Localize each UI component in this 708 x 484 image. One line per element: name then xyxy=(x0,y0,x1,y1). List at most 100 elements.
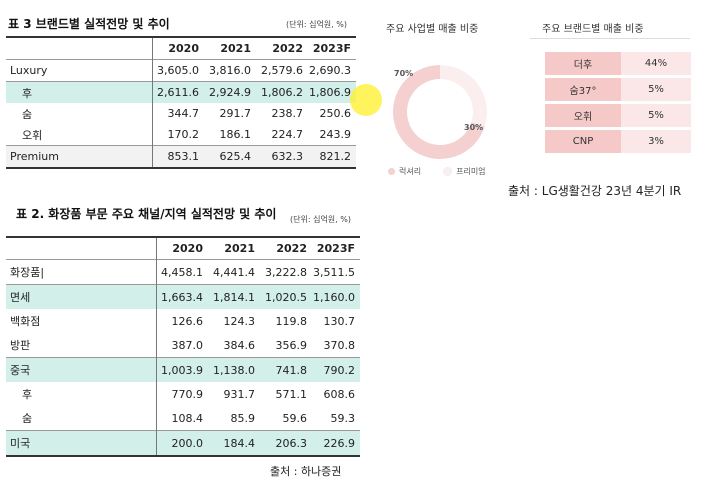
cell: 387.0 xyxy=(155,333,208,358)
cell: 126.6 xyxy=(155,309,208,333)
cell: 3,605.0 xyxy=(151,59,204,82)
cell: 108.4 xyxy=(155,406,208,431)
table-row: 화장품| 4,458.1 4,441.4 3,222.8 3,511.5 xyxy=(6,259,360,285)
cell: 821.2 xyxy=(308,145,356,169)
brand-share-title: 주요 브랜드별 매출 비중 xyxy=(542,24,644,35)
cell: 186.1 xyxy=(219,128,252,141)
source-hana: 출처 : 하나증권 xyxy=(270,465,342,478)
cell: 59.3 xyxy=(330,411,356,425)
header-blank xyxy=(6,36,152,60)
cell: 853.1 xyxy=(151,145,204,169)
row-label: Luxury xyxy=(6,59,152,82)
cell: 1,003.9 xyxy=(155,357,208,382)
cell: 3,222.8 xyxy=(260,259,312,285)
table-row: 더후 44% xyxy=(545,52,691,75)
cell: 291.7 xyxy=(219,107,252,120)
cell: 226.9 xyxy=(312,430,360,457)
donut-label-luxury: 70% xyxy=(394,69,413,78)
table-row: 오휘 170.2 186.1 224.7 243.9 xyxy=(6,124,356,146)
table-row: 후 2,611.6 2,924.9 1,806.2 1,806.9 xyxy=(6,81,356,103)
brand-name: 오휘 xyxy=(545,104,621,127)
row-label: 방판 xyxy=(10,339,31,352)
header-year: 2023F xyxy=(312,236,360,260)
table-row: 오휘 5% xyxy=(545,104,691,127)
row-label: Premium xyxy=(6,145,152,169)
cell: 2,690.3 xyxy=(308,59,356,82)
table-row: 방판 387.0 384.6 356.9 370.8 xyxy=(6,333,360,358)
legend: 럭셔리 프리미엄 xyxy=(388,166,486,177)
donut-slice-luxury xyxy=(392,65,485,159)
cell: 243.9 xyxy=(319,128,352,141)
table-row: 중국 1,003.9 1,138.0 741.8 790.2 xyxy=(6,357,360,382)
table1-unit: (단위: 십억원, %) xyxy=(286,20,347,29)
row-label: 오휘 xyxy=(22,128,43,142)
cell: 384.6 xyxy=(223,338,256,352)
table-row: 숨 344.7 291.7 238.7 250.6 xyxy=(6,103,356,124)
table2-unit: (단위: 십억원, %) xyxy=(290,215,351,224)
cell: 790.2 xyxy=(312,357,360,382)
cell: 1,020.5 xyxy=(260,284,312,309)
row-label: 화장품| xyxy=(6,259,156,285)
cell: 130.7 xyxy=(323,314,356,328)
row-label: 미국 xyxy=(6,430,156,457)
cell: 119.8 xyxy=(275,314,308,328)
brand-forecast-table: 2020 2021 2022 2023F Luxury 3,605.0 3,81… xyxy=(6,36,356,169)
table-header-row: 2020 2021 2022 2023F xyxy=(6,236,360,260)
business-share-donut: 70% 30% xyxy=(392,65,487,159)
table-row: 백화점 126.6 124.3 119.8 130.7 xyxy=(6,309,360,333)
row-label: 백화점 xyxy=(10,315,41,328)
row-label: 중국 xyxy=(6,357,156,382)
brand-share-table: 더후 44% 숨37° 5% 오휘 5% CNP 3% xyxy=(545,49,691,156)
cell: 931.7 xyxy=(223,387,256,401)
cell: 200.0 xyxy=(155,430,208,457)
cell: 1,160.0 xyxy=(312,284,360,309)
table1-title: 표 3 브랜드별 실적전망 및 추이 xyxy=(8,17,170,31)
cell: 206.3 xyxy=(260,430,312,457)
header-year: 2021 xyxy=(208,236,260,260)
cell: 85.9 xyxy=(230,411,256,425)
cell: 632.3 xyxy=(256,145,308,169)
brand-name: CNP xyxy=(545,130,621,153)
brand-pct: 5% xyxy=(621,104,691,127)
header-year: 2020 xyxy=(151,36,204,60)
cell: 370.8 xyxy=(323,338,356,352)
cell: 184.4 xyxy=(208,430,260,457)
header-year: 2022 xyxy=(260,236,312,260)
header-year: 2023F xyxy=(308,36,356,60)
cell: 4,458.1 xyxy=(155,259,208,285)
brand-pct: 3% xyxy=(621,130,691,153)
cell: 1,806.9 xyxy=(308,81,356,103)
cell: 1,138.0 xyxy=(208,357,260,382)
donut-label-premium: 30% xyxy=(464,123,483,132)
cursor-highlight xyxy=(350,84,382,116)
cell: 741.8 xyxy=(260,357,312,382)
row-label: 면세 xyxy=(6,284,156,309)
cell: 571.1 xyxy=(275,387,308,401)
cell: 250.6 xyxy=(319,107,352,120)
row-label: 후 xyxy=(6,81,152,103)
cell: 3,511.5 xyxy=(312,259,360,285)
row-label: 후 xyxy=(22,388,33,401)
cell: 1,663.4 xyxy=(155,284,208,309)
legend-label-premium: 프리미엄 xyxy=(456,167,486,176)
table-row: Premium 853.1 625.4 632.3 821.2 xyxy=(6,145,356,169)
source-lg: 출처 : LG생활건강 23년 4분기 IR xyxy=(508,184,682,198)
cell: 3,816.0 xyxy=(204,59,256,82)
cell: 344.7 xyxy=(151,103,204,124)
cell: 2,611.6 xyxy=(151,81,204,103)
table-row: 후 770.9 931.7 571.1 608.6 xyxy=(6,382,360,406)
row-label: 숨 xyxy=(22,107,33,121)
cell: 238.7 xyxy=(271,107,304,120)
cell: 124.3 xyxy=(223,314,256,328)
business-chart-title: 주요 사업별 매출 비중 xyxy=(386,24,479,35)
channel-forecast-table: 2020 2021 2022 2023F 화장품| 4,458.1 4,441.… xyxy=(6,236,360,457)
row-label: 숨 xyxy=(22,412,33,425)
table-row: Luxury 3,605.0 3,816.0 2,579.6 2,690.3 xyxy=(6,59,356,82)
brand-pct: 44% xyxy=(621,52,691,75)
cell: 770.9 xyxy=(155,382,208,406)
header-year: 2020 xyxy=(155,236,208,260)
cell: 1,814.1 xyxy=(208,284,260,309)
cell: 2,924.9 xyxy=(204,81,256,103)
cell: 1,806.2 xyxy=(256,81,308,103)
brand-name: 더후 xyxy=(545,52,621,75)
